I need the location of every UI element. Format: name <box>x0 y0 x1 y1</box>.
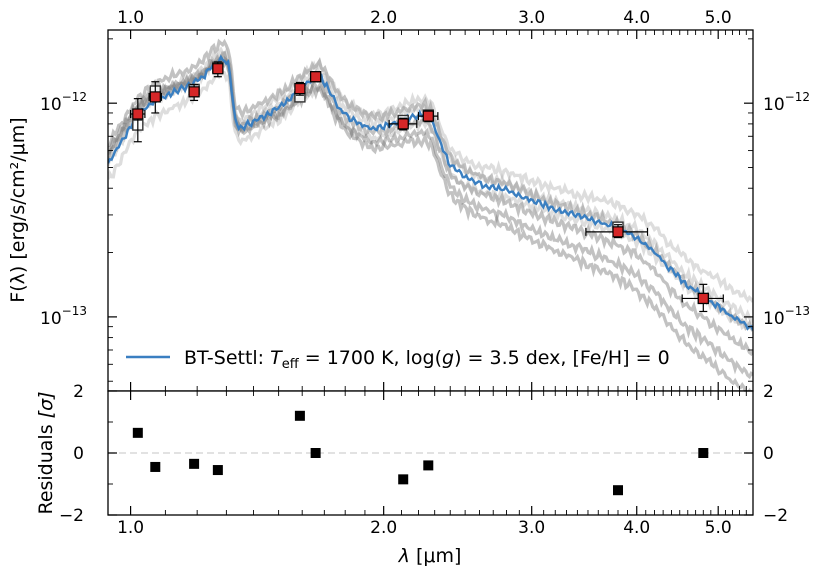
residual-point-6 <box>310 448 321 458</box>
residual-left-tick-label-3: −2 <box>59 506 84 526</box>
x-axis-title: λ [μm] <box>398 545 462 567</box>
photometry-point-10 <box>681 283 724 313</box>
legend-teff-value: = 1700 K, log( <box>299 347 442 369</box>
legend-prefix: BT-Settl: <box>184 347 270 369</box>
residual-point-10 <box>698 448 709 458</box>
sed-y-axis-title: F(λ) [erg/s/cm²/μm] <box>7 117 29 302</box>
residual-point-1 <box>132 427 143 438</box>
residual-right-tick-label-2: 0 <box>763 444 774 464</box>
residual-left-tick-label-2: 0 <box>73 444 84 464</box>
photometry-point-5 <box>294 81 306 96</box>
residual-points <box>132 410 709 496</box>
x-axis-title-unit: [μm] <box>416 545 461 567</box>
observed-photometry <box>129 61 724 313</box>
residuals-y-title-prefix: Residuals <box>35 418 57 514</box>
bottom-x-tick-label-3: 3.0 <box>518 518 545 538</box>
bottom-x-tick-label-4: 4.0 <box>623 518 650 538</box>
photometry-point-3 <box>188 84 200 102</box>
legend: BT-Settl: Teff = 1700 K, log(g) = 3.5 de… <box>126 347 670 372</box>
residual-left-tick-label-1: 2 <box>73 382 84 402</box>
top-x-tick-label-4: 4.0 <box>623 8 650 28</box>
residual-point-3 <box>189 458 200 469</box>
top-x-tick-label-3: 3.0 <box>518 8 545 28</box>
residuals-y-title-symbol: [σ] <box>35 391 57 418</box>
grid-model-spectrum-3 <box>108 51 753 357</box>
legend-label: BT-Settl: Teff = 1700 K, log(g) = 3.5 de… <box>184 347 670 372</box>
top-x-tick-label-2: 2.0 <box>370 8 397 28</box>
residuals-y-axis-title: Residuals [σ] <box>35 391 57 514</box>
photometry-point-6 <box>310 71 322 83</box>
left-y-tick-label-1: 10−12 <box>40 90 87 115</box>
right-y-tick-label-2: 10−13 <box>763 304 810 329</box>
top-x-tick-label-1: 1.0 <box>117 8 144 28</box>
residual-point-8 <box>423 460 434 471</box>
bottom-x-tick-label-5: 5.0 <box>705 518 732 538</box>
legend-teff-symbol: T <box>270 347 283 369</box>
bottom-x-tick-label-1: 1.0 <box>117 518 144 538</box>
photometry-point-2 <box>148 81 162 114</box>
residual-point-9 <box>613 485 624 496</box>
residual-point-5 <box>294 410 305 421</box>
photometry-point-7 <box>388 117 418 131</box>
legend-g-symbol: g <box>442 347 454 369</box>
residual-right-tick-label-1: 2 <box>763 382 774 402</box>
legend-teff-subscript: eff <box>282 357 300 372</box>
photometry-point-1 <box>129 98 146 143</box>
residuals-frame <box>107 390 754 516</box>
legend-rest: ) = 3.5 dex, [Fe/H] = 0 <box>454 347 670 369</box>
bottom-x-tick-label-2: 2.0 <box>370 518 397 538</box>
residual-point-2 <box>150 461 161 472</box>
residual-axis-ticks: 1.0 2.0 3.0 4.0 5.0 2 2 0 0 −2 −2 <box>59 382 788 538</box>
residual-point-7 <box>398 474 409 485</box>
residual-right-tick-label-3: −2 <box>763 506 788 526</box>
left-y-tick-label-2: 10−13 <box>40 304 87 329</box>
grid-model-spectrum-6 <box>108 46 753 304</box>
right-y-tick-label-1: 10−12 <box>763 90 810 115</box>
residual-point-4 <box>212 465 223 476</box>
residuals-panel: 1.0 2.0 3.0 4.0 5.0 2 2 0 0 −2 −2 Residuals [σ] λ … <box>35 382 788 567</box>
photometry-point-8 <box>417 110 439 123</box>
top-x-tick-label-5: 5.0 <box>705 8 732 28</box>
photometry-point-4 <box>212 61 224 78</box>
x-axis-title-symbol: λ <box>398 545 410 567</box>
grid-model-spectrum-1 <box>108 38 753 332</box>
sed-panel: 1.0 2.0 3.0 4.0 5.0 10−12 10−12 10−13 10−13 BT-S… <box>7 8 810 392</box>
sed-axis-ticks: 1.0 2.0 3.0 4.0 5.0 10−12 10−12 10−13 10−13 <box>40 8 810 391</box>
photometry-point-9 <box>585 224 649 239</box>
